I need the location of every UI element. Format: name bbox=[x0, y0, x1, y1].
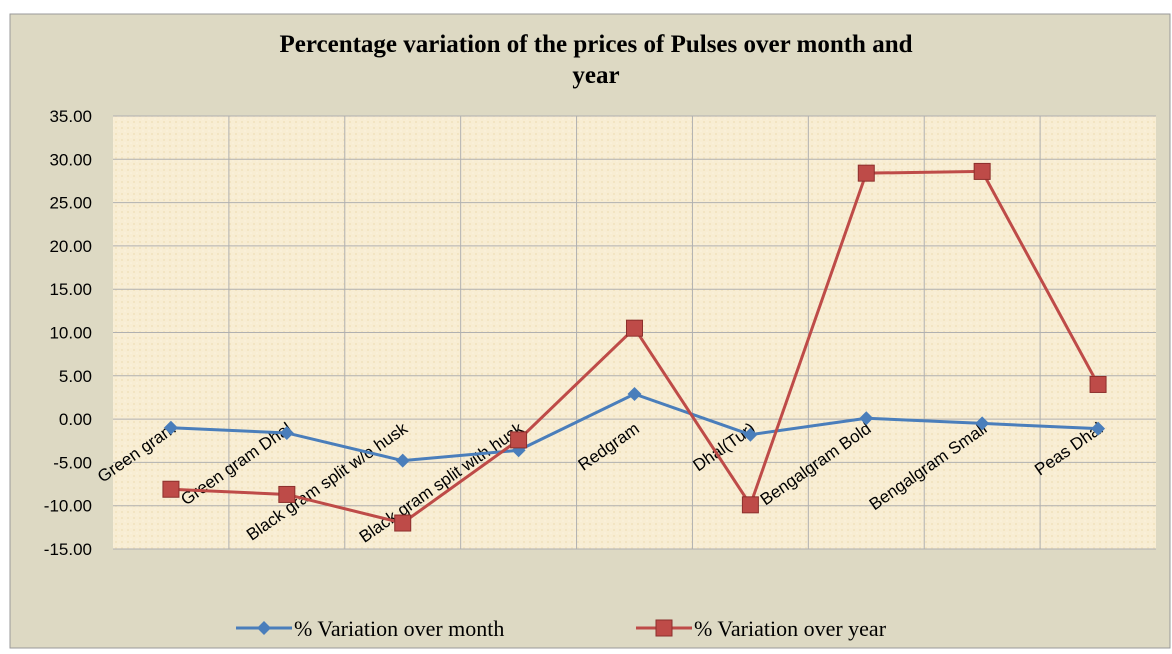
marker bbox=[279, 425, 294, 440]
y-tick-label: 20.00 bbox=[49, 237, 92, 256]
marker bbox=[973, 162, 991, 180]
marker bbox=[163, 420, 178, 435]
y-tick-label: 30.00 bbox=[49, 150, 92, 169]
y-tick-label: 5.00 bbox=[59, 367, 92, 386]
y-tick-label: -15.00 bbox=[44, 540, 92, 559]
marker bbox=[394, 514, 412, 532]
marker bbox=[655, 619, 673, 637]
legend-label: % Variation over month bbox=[294, 616, 504, 641]
marker bbox=[975, 416, 990, 431]
marker bbox=[510, 431, 528, 449]
legend-label: % Variation over year bbox=[694, 616, 887, 641]
marker bbox=[395, 453, 410, 468]
y-tick-label: 10.00 bbox=[49, 324, 92, 343]
y-tick-label: -10.00 bbox=[44, 497, 92, 516]
marker bbox=[743, 427, 758, 442]
marker bbox=[278, 485, 296, 503]
marker bbox=[1091, 421, 1106, 436]
marker bbox=[859, 411, 874, 426]
y-tick-label: 35.00 bbox=[49, 107, 92, 126]
marker bbox=[857, 164, 875, 182]
marker bbox=[162, 480, 180, 498]
chart-title: Percentage variation of the prices of Pu… bbox=[279, 31, 912, 89]
marker bbox=[627, 386, 642, 401]
marker bbox=[626, 319, 643, 337]
marker bbox=[741, 496, 759, 514]
y-tick-label: 15.00 bbox=[49, 280, 92, 299]
marker bbox=[1089, 375, 1107, 393]
y-tick-label: 25.00 bbox=[49, 194, 92, 213]
marker bbox=[257, 621, 271, 635]
y-tick-label: -5.00 bbox=[53, 453, 92, 472]
y-tick-label: 0.00 bbox=[59, 410, 92, 429]
